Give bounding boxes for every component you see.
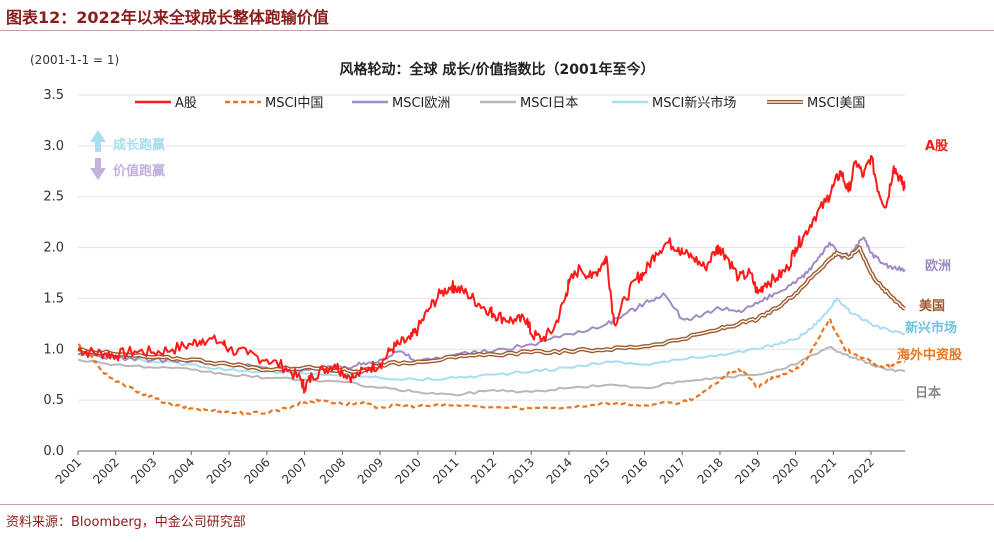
x-tick-label: 2010 — [392, 455, 423, 486]
y-tick-label: 2.5 — [43, 190, 64, 205]
value-wins-label: 价值跑赢 — [113, 163, 165, 179]
series-line-4 — [77, 297, 906, 382]
series-line-3 — [77, 345, 906, 397]
figure-title: 图表12：2022年以来全球成长整体跑输价值 — [6, 8, 329, 27]
x-tick-label: 2020 — [770, 455, 801, 486]
y-tick-label: 2.0 — [43, 241, 64, 256]
x-tick-label: 2007 — [279, 455, 310, 486]
legend-label: MSCI美国 — [807, 96, 865, 111]
x-axis: 2001 2002 2003 2004 2005 2006 2007 2008 2009 2010… — [53, 450, 905, 487]
y-tick-label: 0.5 — [43, 393, 64, 408]
end-label: A股 — [925, 139, 948, 154]
x-tick-label: 2015 — [581, 455, 612, 486]
x-tick-label: 2003 — [128, 455, 159, 486]
legend-label: A股 — [175, 96, 197, 111]
y-tick-label: 3.5 — [43, 88, 64, 103]
x-tick-label: 2021 — [808, 455, 839, 486]
y-tick-label: 1.0 — [43, 342, 64, 357]
legend-label: MSCI新兴市场 — [652, 95, 736, 111]
series-lines — [77, 155, 906, 416]
end-label: 欧洲 — [925, 258, 951, 274]
x-tick-label: 2011 — [430, 455, 461, 486]
legend-label: MSCI日本 — [520, 96, 578, 111]
end-label: 新兴市场 — [905, 320, 957, 336]
source-rule — [0, 504, 994, 505]
end-label: 日本 — [915, 385, 941, 401]
title-rule — [0, 30, 994, 31]
x-tick-label: 2018 — [695, 455, 726, 486]
x-tick-label: 2013 — [506, 455, 537, 486]
chart-title: 风格轮动：全球 成长/价值指数比（2001年至今） — [340, 61, 655, 78]
arrow-up-icon — [90, 130, 106, 152]
x-tick-label: 2022 — [846, 455, 877, 486]
series-line-1 — [77, 317, 906, 416]
x-tick-label: 2008 — [317, 455, 348, 486]
source-note: 资料来源：Bloomberg，中金公司研究部 — [6, 515, 246, 530]
x-tick-label: 2006 — [241, 455, 272, 486]
x-tick-label: 2012 — [468, 455, 499, 486]
x-tick-label: 2005 — [204, 455, 235, 486]
unit-note: (2001-1-1 = 1) — [30, 53, 119, 67]
x-tick-label: 2017 — [657, 455, 688, 486]
y-axis: 0.0 0.5 1.0 1.5 2.0 2.5 3.0 3.5 — [43, 88, 64, 459]
chart: (2001-1-1 = 1) 风格轮动：全球 成长/价值指数比（2001年至今）… — [30, 53, 962, 487]
end-label: 美国 — [919, 298, 945, 314]
x-tick-label: 2004 — [166, 455, 197, 486]
end-label: 海外中资股 — [897, 347, 962, 363]
y-tick-label: 0.0 — [43, 444, 64, 459]
legend-label: MSCI欧洲 — [392, 96, 450, 111]
x-tick-label: 2001 — [53, 455, 84, 486]
legend-label: MSCI中国 — [265, 96, 323, 111]
y-tick-label: 3.0 — [43, 139, 64, 154]
x-tick-label: 2016 — [619, 455, 650, 486]
grid-lines — [78, 94, 905, 452]
x-tick-label: 2014 — [544, 455, 575, 486]
series-line-inner-5 — [77, 246, 906, 373]
series-line-0 — [77, 155, 906, 394]
y-tick-label: 1.5 — [43, 291, 64, 306]
x-tick-label: 2019 — [732, 455, 763, 486]
x-tick-label: 2002 — [90, 455, 121, 486]
legend: A股 MSCI中国 MSCI欧洲 MSCI日本 MSCI新兴市场 MSCI美国 — [135, 95, 865, 111]
arrow-down-icon — [90, 158, 106, 180]
x-tick-label: 2009 — [355, 455, 386, 486]
growth-wins-label: 成长跑赢 — [113, 137, 165, 153]
